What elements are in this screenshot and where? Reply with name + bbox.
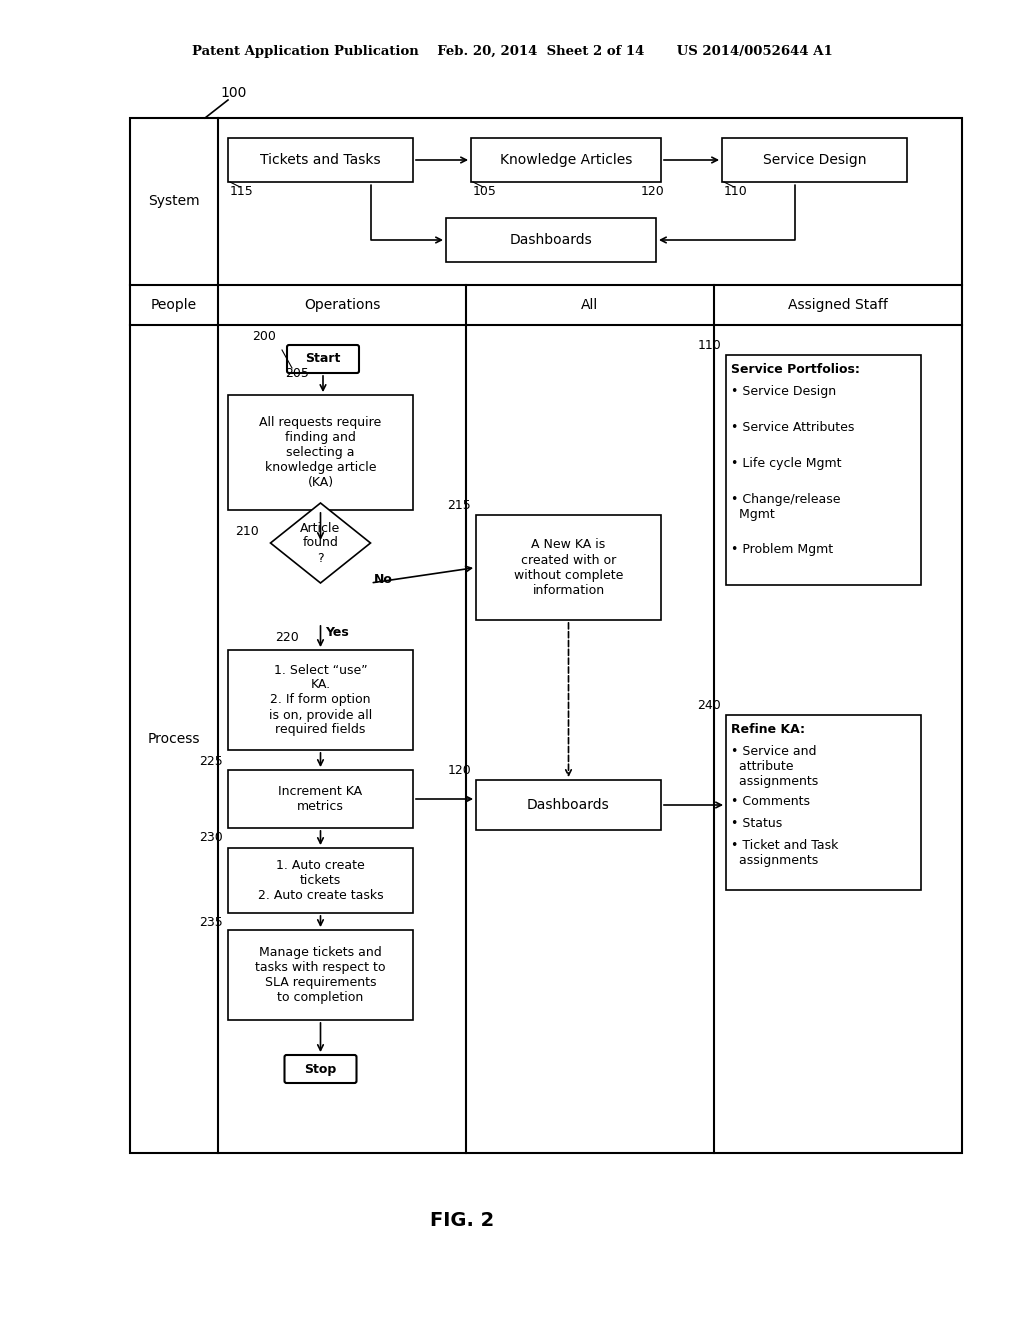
- Bar: [476, 515, 662, 620]
- Text: FIG. 2: FIG. 2: [430, 1210, 495, 1229]
- Text: 240: 240: [697, 700, 721, 711]
- Text: Refine KA:: Refine KA:: [731, 723, 805, 737]
- Text: 220: 220: [275, 631, 299, 644]
- Text: Start: Start: [305, 352, 341, 366]
- Text: 210: 210: [236, 525, 259, 539]
- Text: • Problem Mgmt: • Problem Mgmt: [731, 543, 834, 556]
- Bar: [726, 715, 921, 890]
- Text: Process: Process: [147, 733, 201, 746]
- Text: Operations: Operations: [304, 298, 380, 312]
- Text: 120: 120: [447, 764, 471, 777]
- Bar: [228, 139, 413, 182]
- Text: • Ticket and Task
  assignments: • Ticket and Task assignments: [731, 840, 839, 867]
- Text: Dashboards: Dashboards: [527, 799, 610, 812]
- Text: 100: 100: [220, 86, 247, 100]
- Text: 110: 110: [697, 339, 721, 352]
- Text: 1. Auto create
tickets
2. Auto create tasks: 1. Auto create tickets 2. Auto create ta…: [258, 859, 383, 902]
- Text: 205: 205: [285, 367, 309, 380]
- Text: 110: 110: [724, 185, 748, 198]
- Text: • Status: • Status: [731, 817, 782, 830]
- FancyBboxPatch shape: [287, 345, 359, 374]
- Text: Service Portfolios:: Service Portfolios:: [731, 363, 860, 376]
- Bar: [228, 847, 413, 913]
- Bar: [726, 355, 921, 585]
- Text: Yes: Yes: [326, 626, 349, 639]
- Text: Dashboards: Dashboards: [510, 234, 592, 247]
- Bar: [228, 649, 413, 750]
- Bar: [446, 218, 656, 261]
- Text: • Service Attributes: • Service Attributes: [731, 421, 854, 434]
- Text: 115: 115: [230, 185, 254, 198]
- Text: • Service and
  attribute
  assignments: • Service and attribute assignments: [731, 744, 818, 788]
- Text: 230: 230: [200, 832, 223, 843]
- Text: 225: 225: [200, 755, 223, 768]
- Text: Stop: Stop: [304, 1063, 337, 1076]
- Text: All: All: [582, 298, 599, 312]
- Text: Article
found
?: Article found ?: [300, 521, 341, 565]
- Text: People: People: [151, 298, 197, 312]
- Text: • Life cycle Mgmt: • Life cycle Mgmt: [731, 457, 842, 470]
- FancyBboxPatch shape: [285, 1055, 356, 1082]
- Polygon shape: [270, 503, 371, 583]
- Text: Increment KA
metrics: Increment KA metrics: [279, 785, 362, 813]
- Text: 105: 105: [473, 185, 497, 198]
- Text: 215: 215: [447, 499, 471, 512]
- Bar: [228, 931, 413, 1020]
- Text: 200: 200: [252, 330, 275, 343]
- Text: System: System: [148, 194, 200, 209]
- Text: • Service Design: • Service Design: [731, 385, 837, 399]
- Text: • Comments: • Comments: [731, 795, 810, 808]
- Text: Knowledge Articles: Knowledge Articles: [500, 153, 632, 168]
- Text: 120: 120: [641, 185, 665, 198]
- Text: Assigned Staff: Assigned Staff: [788, 298, 888, 312]
- Bar: [476, 780, 662, 830]
- Text: Patent Application Publication    Feb. 20, 2014  Sheet 2 of 14       US 2014/005: Patent Application Publication Feb. 20, …: [191, 45, 833, 58]
- Bar: [722, 139, 907, 182]
- Text: 1. Select “use”
KA.
2. If form option
is on, provide all
required fields: 1. Select “use” KA. 2. If form option is…: [269, 664, 372, 737]
- Text: Manage tickets and
tasks with respect to
SLA requirements
to completion: Manage tickets and tasks with respect to…: [255, 946, 386, 1005]
- Text: 235: 235: [200, 916, 223, 929]
- Bar: [471, 139, 662, 182]
- Text: A New KA is
created with or
without complete
information: A New KA is created with or without comp…: [514, 539, 624, 597]
- Text: Tickets and Tasks: Tickets and Tasks: [260, 153, 381, 168]
- Bar: [130, 117, 962, 1152]
- Text: No: No: [374, 573, 392, 586]
- Text: All requests require
finding and
selecting a
knowledge article
(KA): All requests require finding and selecti…: [259, 416, 382, 488]
- Bar: [228, 770, 413, 828]
- Text: Service Design: Service Design: [763, 153, 866, 168]
- Text: • Change/release
  Mgmt: • Change/release Mgmt: [731, 492, 841, 521]
- Bar: [228, 395, 413, 510]
